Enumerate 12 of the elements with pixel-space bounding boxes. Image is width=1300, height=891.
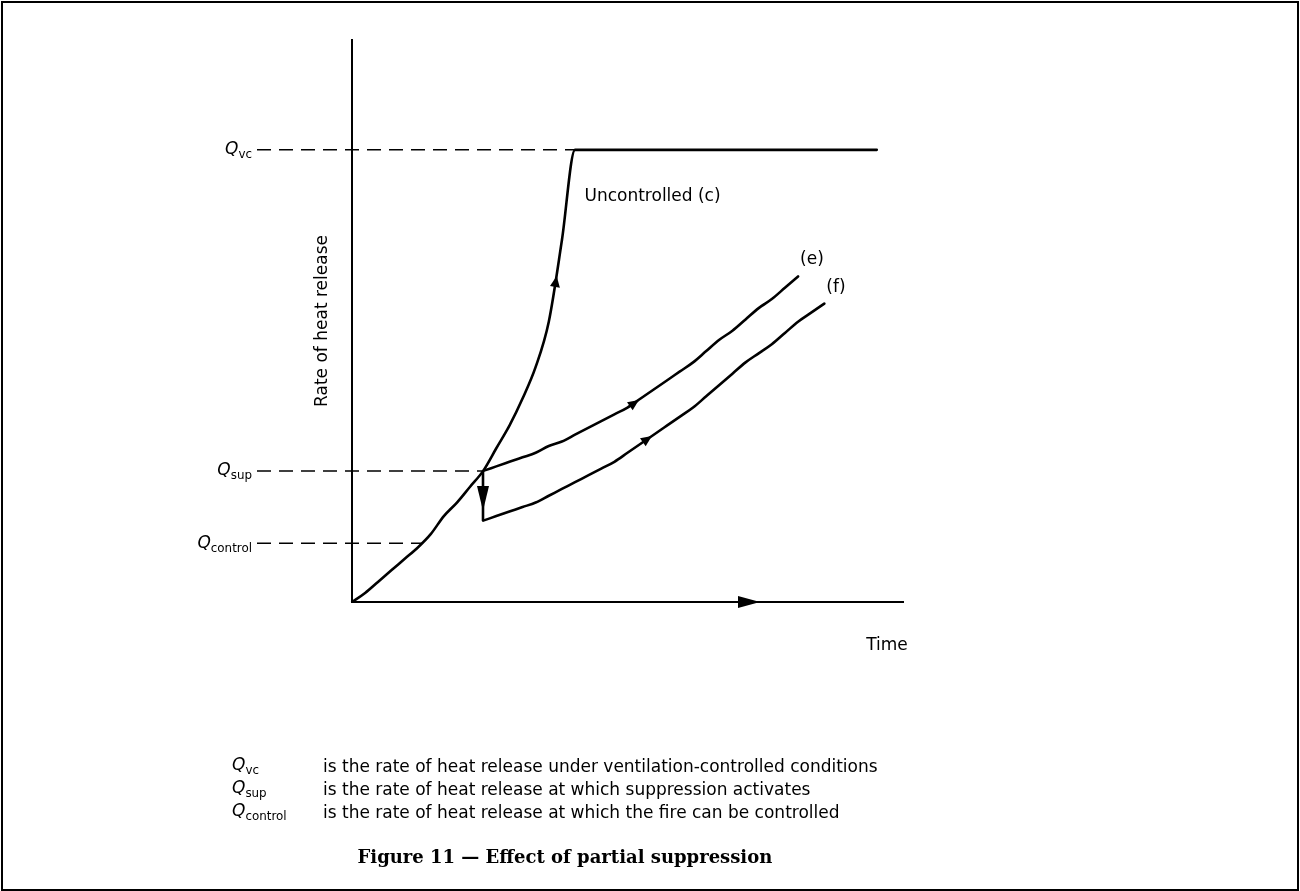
ref-line-label: Q$_{vc}$ (225, 138, 252, 162)
series-label: Uncontrolled (c) (584, 185, 721, 205)
ref-line-label: Q$_{sup}$ (217, 459, 252, 483)
text: Q$_{vc}$ is the rate of heat release under ventilation-controlled conditions (232, 754, 878, 778)
text: Figure 11 — Effect of partial suppression (357, 846, 773, 867)
series-label: (f) (826, 275, 846, 296)
text: Q$_{sup}$ is the rate of heat release at which suppression activates (232, 777, 811, 801)
ref-line-label: Q$_{control}$ (197, 531, 252, 555)
text: Q$_{control}$ is the rate of heat release at which the fire can be controlled (232, 800, 840, 824)
x-axis-title: Time (866, 634, 908, 654)
series-label: (e) (800, 248, 824, 269)
y-axis-title: Rate of heat release (310, 235, 331, 407)
